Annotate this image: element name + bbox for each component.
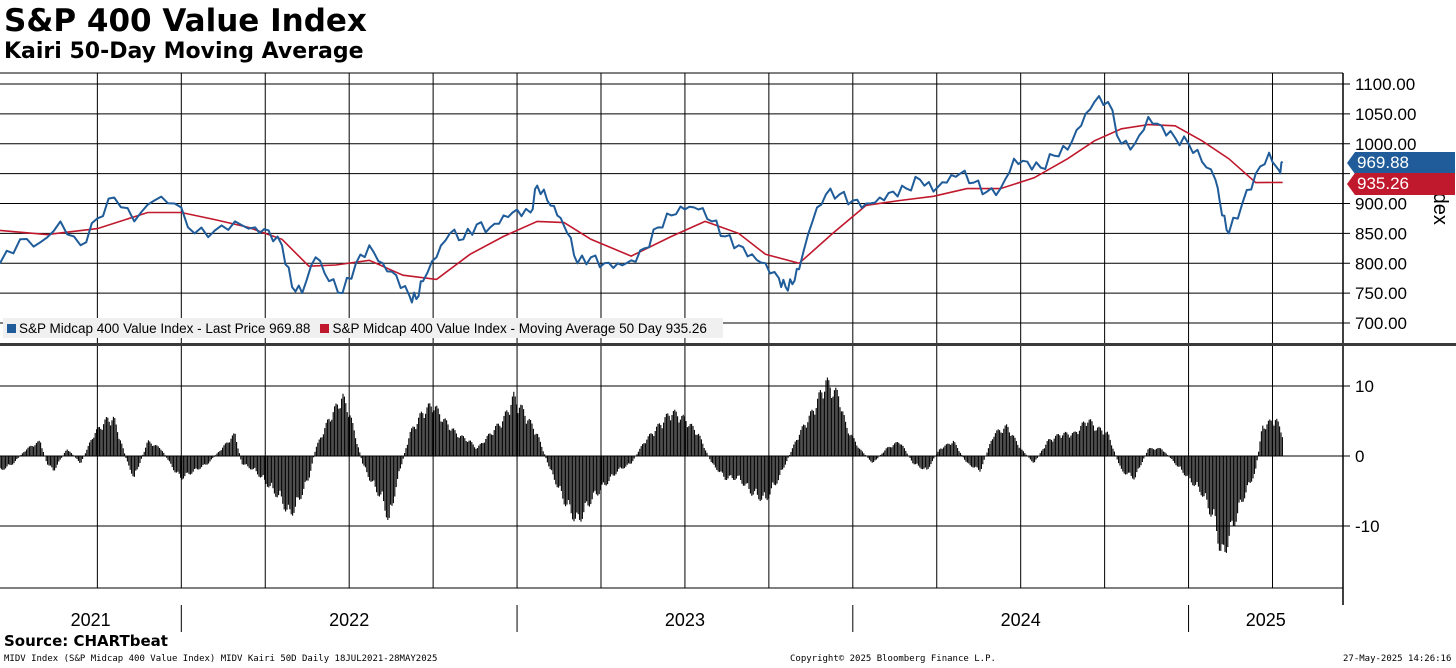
legend-item-price: S&P Midcap 400 Value Index - Last Price … <box>7 321 310 336</box>
y-tick-label-price: 1000.00 <box>1355 135 1416 154</box>
legend-swatch-ma <box>320 323 330 333</box>
x-tick-label: 2025 <box>1246 610 1286 630</box>
legend: S&P Midcap 400 Value Index - Last Price … <box>3 318 723 338</box>
legend-label-price: S&P Midcap 400 Value Index - Last Price … <box>19 320 311 336</box>
copyright: Copyright© 2025 Bloomberg Finance L.P. <box>790 654 996 664</box>
y-tick-label-price: 850.00 <box>1355 224 1407 243</box>
y-tick-label-price: 700.00 <box>1355 314 1407 333</box>
moving-average-line <box>0 123 1283 281</box>
legend-item-ma: S&P Midcap 400 Value Index - Moving Aver… <box>320 321 707 336</box>
y-tick-label-price: 900.00 <box>1355 195 1407 214</box>
y-tick-label-price: 1050.00 <box>1355 105 1416 124</box>
y-tick-label-price: 750.00 <box>1355 284 1407 303</box>
legend-swatch-price <box>7 323 16 333</box>
price-line <box>0 95 1284 304</box>
last-price-tag: 969.88 <box>1347 152 1455 174</box>
y-tick-label-price: 1100.00 <box>1355 75 1415 94</box>
moving-average-tag: 935.26 <box>1347 173 1455 195</box>
y-tick-label-kairi: 0 <box>1355 447 1364 466</box>
chart-title: S&P 400 Value Index <box>4 3 367 39</box>
source-label: Source: CHARTbeat <box>4 632 168 650</box>
kairi-bars <box>0 377 1283 553</box>
x-tick-label: 2022 <box>329 610 369 630</box>
chart-subtitle: Kairi 50-Day Moving Average <box>4 39 364 64</box>
panel-separator <box>0 343 1456 346</box>
y-tick-label-kairi: 10 <box>1355 377 1374 396</box>
legend-label-ma: S&P Midcap 400 Value Index - Moving Aver… <box>332 320 707 336</box>
x-tick-label: 2024 <box>1001 610 1041 630</box>
x-tick-label: 2021 <box>71 610 111 630</box>
x-tick-label: 2023 <box>665 610 705 630</box>
y-tick-label-kairi: -10 <box>1355 517 1380 536</box>
y-tick-label-price: 800.00 <box>1355 254 1407 273</box>
ticker-info: MIDV Index (S&P Midcap 400 Value Index) … <box>4 654 438 664</box>
timestamp: 27-May-2025 14:26:16 <box>1343 654 1452 664</box>
